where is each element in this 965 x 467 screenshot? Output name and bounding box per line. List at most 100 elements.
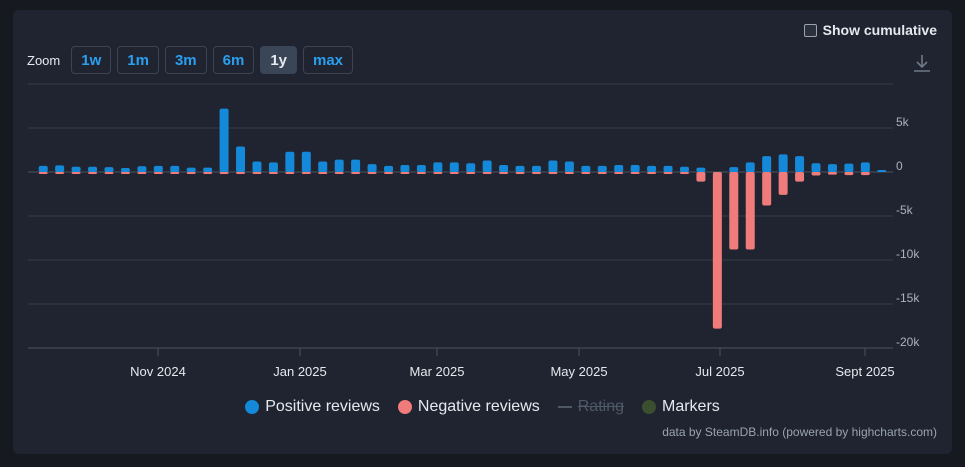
negative-bar [236, 172, 246, 174]
negative-bar [729, 172, 739, 250]
positive-bar [630, 164, 640, 172]
negative-bar [153, 172, 163, 174]
zoom-max-button[interactable]: max [303, 46, 354, 74]
y-tick-label: -5k [896, 203, 914, 217]
legend-rating[interactable]: Rating [557, 398, 624, 416]
y-tick-label: -10k [896, 247, 920, 261]
negative-bar [548, 172, 558, 174]
positive-bar [252, 161, 262, 172]
positive-bar [482, 160, 492, 172]
negative-bar [351, 172, 361, 174]
positive-bar [762, 156, 772, 172]
positive-bar [219, 108, 229, 172]
positive-bar [268, 162, 278, 172]
negative-bar [137, 172, 147, 174]
legend-positive-label: Positive reviews [265, 398, 380, 415]
chart-legend: Positive reviews Negative reviews Rating… [13, 398, 952, 416]
show-cumulative-toggle[interactable]: Show cumulative [803, 22, 937, 38]
legend-negative[interactable]: Negative reviews [397, 398, 540, 416]
positive-bar [597, 165, 607, 172]
positive-bar [795, 156, 805, 172]
cumulative-checkbox[interactable] [803, 23, 817, 37]
positive-bar [581, 165, 591, 172]
reviews-chart: 5k 0 -5k -10k -15k -20k Nov 2024 Jan 2025 Mar 2… [28, 83, 920, 379]
legend-negative-label: Negative reviews [417, 398, 540, 415]
positive-dot-icon [245, 400, 260, 414]
negative-bar [186, 172, 196, 174]
negative-bar [647, 172, 657, 174]
negative-bar [531, 172, 541, 174]
negative-bar [416, 172, 426, 174]
y-tick-label: 5k [896, 115, 910, 129]
positive-bar [531, 165, 541, 172]
negative-bar [170, 172, 180, 174]
negative-bar [55, 172, 65, 174]
positive-bar [679, 166, 689, 172]
positive-bar [318, 161, 328, 172]
negative-bar [318, 172, 328, 174]
positive-bar [877, 170, 887, 172]
positive-bar [301, 151, 311, 172]
negative-bar [400, 172, 410, 174]
zoom-controls: Zoom 1w 1m 3m 6m 1y max [27, 46, 354, 74]
negative-bar [71, 172, 81, 174]
negative-bar [614, 172, 624, 174]
chart-panel: Show cumulative Zoom 1w 1m 3m 6m 1y max … [13, 10, 952, 454]
positive-bar [285, 151, 295, 172]
positive-bar [71, 166, 81, 172]
positive-bar [120, 168, 130, 172]
credit-text: data by SteamDB.info (powered by highcha… [662, 425, 937, 439]
zoom-1m-button[interactable]: 1m [117, 46, 159, 74]
positive-bar [696, 167, 706, 172]
negative-bar [334, 172, 344, 174]
legend-rating-label: Rating [577, 398, 624, 415]
legend-positive[interactable]: Positive reviews [245, 398, 380, 416]
cumulative-label: Show cumulative [822, 22, 937, 38]
positive-bar [515, 165, 525, 172]
x-tick-label: Mar 2025 [410, 364, 465, 379]
zoom-6m-button[interactable]: 6m [212, 46, 255, 74]
positive-bar [499, 164, 509, 172]
negative-bar [120, 172, 130, 174]
x-tick-label: Sept 2025 [835, 364, 894, 379]
x-tick-label: Jul 2025 [695, 364, 744, 379]
negative-bar [679, 172, 689, 174]
negative-bar [482, 172, 492, 174]
download-icon[interactable] [911, 52, 933, 74]
positive-bar [170, 165, 180, 172]
positive-bar [827, 164, 837, 172]
positive-bar [186, 167, 196, 172]
positive-bar [811, 163, 821, 172]
negative-bar [38, 172, 48, 174]
legend-markers-label: Markers [662, 398, 720, 415]
negative-bar [384, 172, 394, 174]
zoom-1y-button[interactable]: 1y [260, 46, 297, 74]
negative-bar [762, 172, 772, 206]
negative-bar [778, 172, 788, 195]
markers-dot-icon [642, 400, 656, 414]
negative-bar [597, 172, 607, 174]
negative-bar [433, 172, 443, 174]
negative-bar [745, 172, 755, 250]
legend-markers[interactable]: Markers [642, 398, 720, 416]
negative-bar [827, 172, 837, 175]
negative-bar [712, 172, 722, 329]
positive-bar [384, 165, 394, 172]
negative-bar [449, 172, 459, 174]
positive-bar [104, 167, 114, 172]
positive-bar [334, 159, 344, 172]
positive-bar [38, 165, 48, 172]
negative-bar [581, 172, 591, 174]
zoom-3m-button[interactable]: 3m [164, 46, 207, 74]
positive-bar [88, 166, 98, 172]
rating-line-icon [557, 406, 572, 408]
positive-bar [729, 167, 739, 172]
negative-bar [252, 172, 262, 174]
negative-bar [564, 172, 574, 174]
positive-bar [351, 159, 361, 172]
zoom-1w-button[interactable]: 1w [71, 46, 112, 74]
negative-bar [811, 172, 821, 176]
positive-bar [433, 162, 443, 172]
negative-bar [466, 172, 476, 174]
negative-bar [88, 172, 98, 174]
